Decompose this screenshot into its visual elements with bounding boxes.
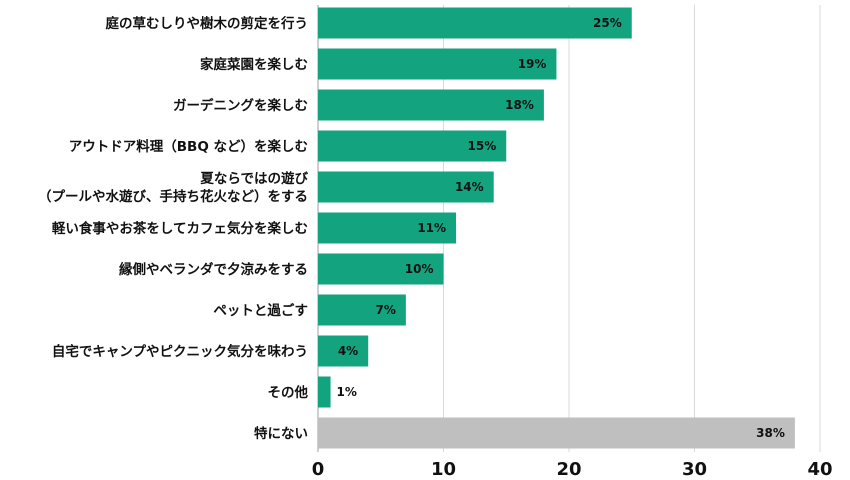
data-label: 25% [593, 16, 622, 30]
bar [318, 294, 406, 326]
category-label: 夏ならではの遊び（プールや水遊び、手持ち花火など）をする [38, 170, 308, 205]
x-tick-label: 40 [807, 459, 832, 480]
data-label: 4% [338, 344, 358, 358]
data-label: 38% [756, 426, 785, 440]
x-tick-label: 0 [312, 459, 325, 480]
data-label: 7% [375, 303, 395, 317]
bar [318, 7, 632, 39]
x-tick-label: 10 [431, 459, 456, 480]
category-label: アウトドア料理（BBQ など）を楽しむ [69, 138, 308, 155]
x-tick-label: 30 [682, 459, 707, 480]
bar [318, 253, 444, 285]
category-label: 特にない [254, 425, 308, 442]
category-label: 軽い食事やお茶をしてカフェ気分を楽しむ [52, 220, 308, 237]
x-tick-label: 20 [556, 459, 581, 480]
bar [318, 48, 557, 80]
category-label: 自宅でキャンプやピクニック気分を味わう [52, 343, 308, 360]
bar [318, 376, 331, 408]
data-label: 18% [505, 98, 534, 112]
category-label: ペットと過ごす [213, 302, 308, 319]
bar [318, 212, 457, 244]
data-label: 14% [455, 180, 484, 194]
category-label: 家庭菜園を楽しむ [200, 56, 308, 73]
data-label: 11% [417, 221, 446, 235]
bar [318, 89, 544, 121]
data-label: 10% [405, 262, 434, 276]
data-label: 1% [337, 385, 357, 399]
bar [318, 171, 494, 203]
data-label: 19% [518, 57, 547, 71]
category-label: ガーデニングを楽しむ [173, 97, 308, 114]
category-label: 庭の草むしりや樹木の剪定を行う [106, 15, 309, 32]
bar [318, 335, 369, 367]
data-label: 15% [468, 139, 497, 153]
category-label: その他 [268, 384, 309, 401]
category-label: 縁側やベランダで夕涼みをする [119, 261, 308, 278]
bar [318, 417, 795, 449]
bar [318, 130, 507, 162]
